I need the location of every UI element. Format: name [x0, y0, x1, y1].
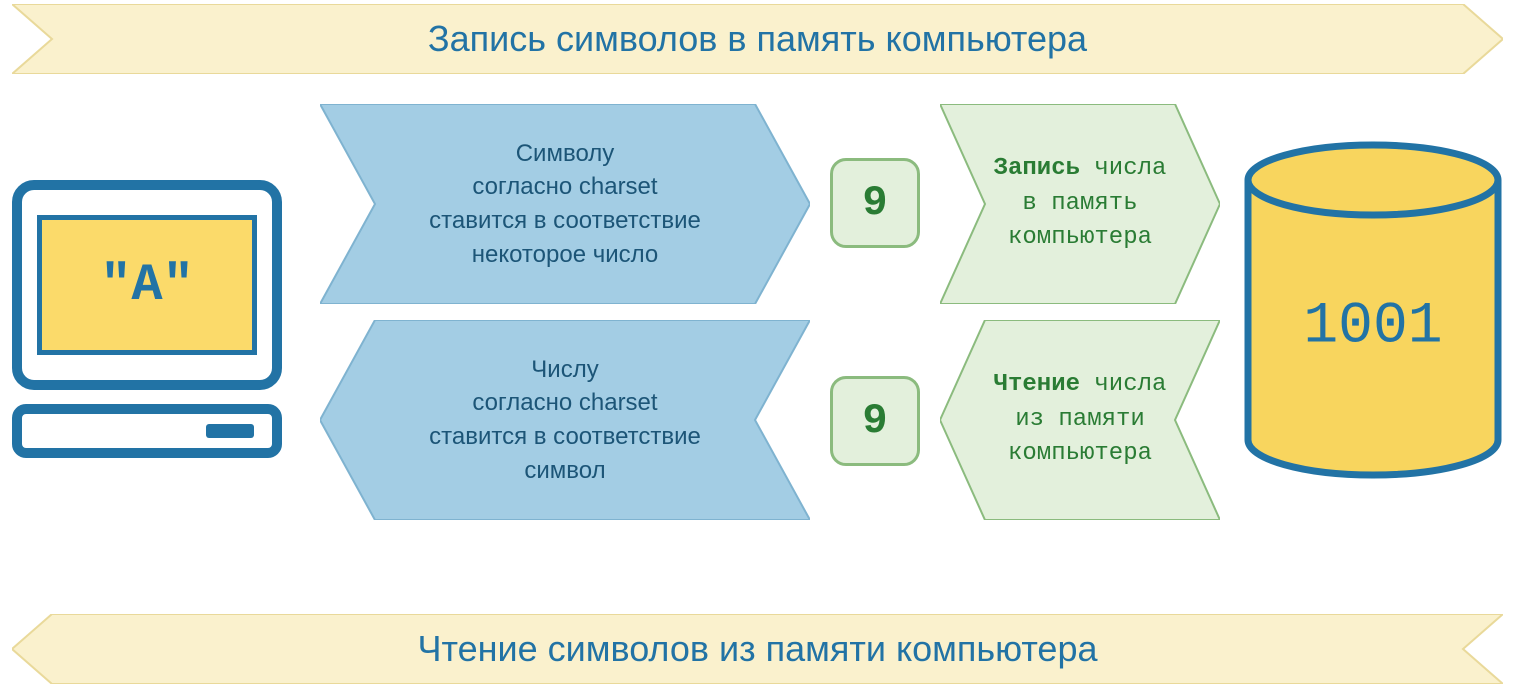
cylinder-label: 1001: [1243, 295, 1503, 360]
blue-arrow-top: Символу согласно charset ставится в соот…: [320, 104, 810, 304]
number-badge-bottom: 9: [830, 376, 920, 466]
green-arrow-bottom: Чтение числа из памяти компьютера: [940, 320, 1220, 520]
banner-bottom-text: Чтение символов из памяти компьютера: [12, 614, 1503, 684]
tower-icon: [12, 404, 282, 458]
computer-icon: "A": [12, 180, 292, 480]
green-arrow-top: Запись числа в память компьютера: [940, 104, 1220, 304]
green-arrow-top-text: Запись числа в память компьютера: [985, 104, 1175, 304]
number-badge-top: 9: [830, 158, 920, 248]
memory-cylinder-icon: 1001: [1243, 140, 1503, 480]
blue-arrow-top-text: Символу согласно charset ставится в соот…: [375, 104, 755, 304]
screen-label: "A": [37, 215, 257, 355]
banner-top: Запись символов в память компьютера: [12, 4, 1503, 74]
blue-arrow-bottom: Числу согласно charset ставится в соотве…: [320, 320, 810, 520]
banner-top-text: Запись символов в память компьютера: [12, 4, 1503, 74]
green-arrow-bottom-text: Чтение числа из памяти компьютера: [985, 320, 1175, 520]
blue-arrow-bottom-text: Числу согласно charset ставится в соотве…: [375, 320, 755, 520]
banner-bottom: Чтение символов из памяти компьютера: [12, 614, 1503, 684]
